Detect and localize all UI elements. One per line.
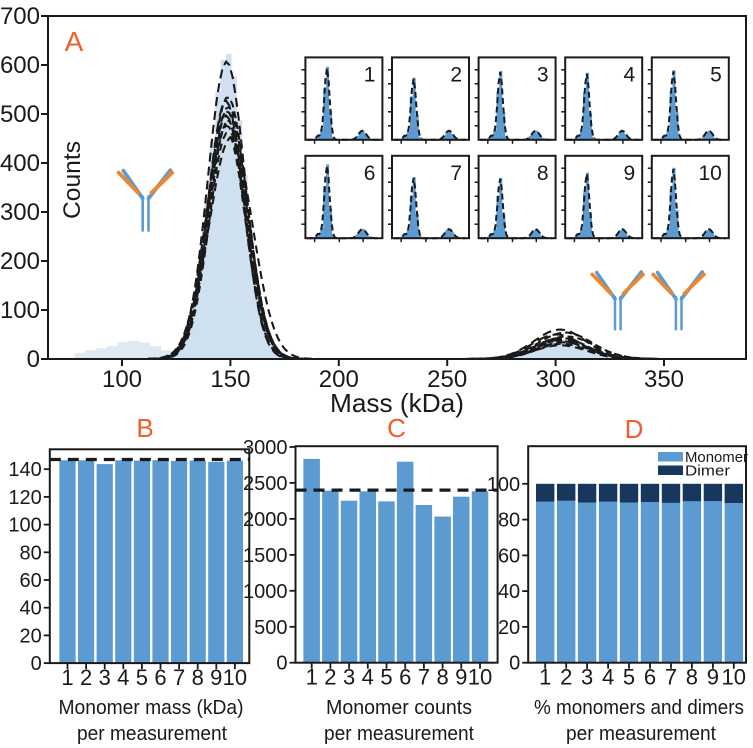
svg-text:1500: 1500 <box>243 545 288 567</box>
svg-text:2: 2 <box>80 665 92 690</box>
svg-text:100: 100 <box>487 474 520 496</box>
svg-text:0: 0 <box>31 653 42 675</box>
svg-text:1: 1 <box>306 665 318 690</box>
svg-text:5: 5 <box>136 665 148 690</box>
svg-text:100: 100 <box>8 515 41 537</box>
svg-text:4: 4 <box>624 63 636 86</box>
svg-text:7: 7 <box>418 665 430 690</box>
svg-text:200: 200 <box>319 366 359 393</box>
svg-text:3000: 3000 <box>243 437 288 459</box>
svg-text:A: A <box>65 26 84 57</box>
svg-text:10: 10 <box>722 665 746 690</box>
svg-text:8: 8 <box>436 665 448 690</box>
svg-text:40: 40 <box>498 581 520 603</box>
svg-text:C: C <box>387 413 406 443</box>
svg-text:20: 20 <box>20 625 42 647</box>
svg-text:3: 3 <box>537 63 549 86</box>
svg-text:3: 3 <box>99 665 111 690</box>
svg-text:0: 0 <box>27 346 40 373</box>
svg-text:5: 5 <box>623 665 635 690</box>
svg-text:1: 1 <box>539 665 551 690</box>
svg-text:Monomer: Monomer <box>685 450 748 466</box>
svg-text:9: 9 <box>624 162 636 185</box>
svg-text:3: 3 <box>581 665 593 690</box>
svg-text:600: 600 <box>0 52 40 79</box>
svg-text:2000: 2000 <box>243 509 288 531</box>
svg-text:5: 5 <box>710 63 722 86</box>
svg-text:10: 10 <box>698 162 721 185</box>
svg-text:Counts: Counts <box>59 141 86 219</box>
svg-text:per measurement: per measurement <box>566 722 716 745</box>
svg-text:1: 1 <box>364 63 376 86</box>
svg-text:2: 2 <box>324 665 336 690</box>
svg-text:500: 500 <box>254 617 287 639</box>
svg-text:1000: 1000 <box>243 581 288 603</box>
svg-text:8: 8 <box>192 665 204 690</box>
svg-text:150: 150 <box>210 366 250 393</box>
svg-text:% monomers and dimers: % monomers and dimers <box>534 696 744 719</box>
svg-text:per measurement: per measurement <box>77 722 227 745</box>
svg-text:80: 80 <box>498 510 520 532</box>
svg-text:7: 7 <box>173 665 185 690</box>
svg-text:4: 4 <box>602 665 614 690</box>
svg-text:0: 0 <box>276 653 287 675</box>
svg-text:8: 8 <box>537 162 549 185</box>
svg-text:6: 6 <box>154 665 166 690</box>
svg-text:100: 100 <box>102 366 142 393</box>
svg-text:per measurement: per measurement <box>324 722 474 745</box>
svg-text:7: 7 <box>450 162 462 185</box>
svg-text:0: 0 <box>509 653 520 675</box>
svg-text:2500: 2500 <box>243 473 288 495</box>
svg-text:Mass (kDa): Mass (kDa) <box>330 388 464 418</box>
svg-text:9: 9 <box>455 665 467 690</box>
svg-text:350: 350 <box>644 366 684 393</box>
svg-text:140: 140 <box>8 459 41 481</box>
svg-text:D: D <box>625 414 644 444</box>
svg-text:6: 6 <box>399 665 411 690</box>
svg-text:250: 250 <box>427 366 467 393</box>
svg-text:300: 300 <box>536 366 576 393</box>
svg-text:700: 700 <box>0 3 40 30</box>
svg-text:6: 6 <box>364 162 376 185</box>
svg-text:100: 100 <box>0 297 40 324</box>
svg-text:2: 2 <box>560 665 572 690</box>
svg-text:300: 300 <box>0 199 40 226</box>
svg-text:6: 6 <box>644 665 656 690</box>
svg-text:400: 400 <box>0 150 40 177</box>
svg-text:4: 4 <box>362 665 374 690</box>
svg-text:7: 7 <box>665 665 677 690</box>
svg-text:5: 5 <box>380 665 392 690</box>
svg-text:Monomer counts: Monomer counts <box>326 696 472 719</box>
svg-text:1: 1 <box>61 665 73 690</box>
svg-text:200: 200 <box>0 248 40 275</box>
svg-text:2: 2 <box>450 63 462 86</box>
svg-text:60: 60 <box>20 570 42 592</box>
svg-text:80: 80 <box>20 542 42 564</box>
svg-text:500: 500 <box>0 101 40 128</box>
svg-text:60: 60 <box>498 545 520 567</box>
svg-text:9: 9 <box>210 665 222 690</box>
svg-text:120: 120 <box>8 487 41 509</box>
svg-text:B: B <box>136 413 153 443</box>
svg-text:3: 3 <box>343 665 355 690</box>
svg-text:10: 10 <box>223 665 247 690</box>
svg-text:Monomer mass (kDa): Monomer mass (kDa) <box>59 696 244 719</box>
svg-text:20: 20 <box>498 617 520 639</box>
svg-text:4: 4 <box>117 665 129 690</box>
svg-text:Dimer: Dimer <box>685 464 730 480</box>
svg-text:8: 8 <box>686 665 698 690</box>
svg-text:9: 9 <box>707 665 719 690</box>
svg-text:40: 40 <box>20 598 42 620</box>
svg-text:10: 10 <box>468 665 492 690</box>
